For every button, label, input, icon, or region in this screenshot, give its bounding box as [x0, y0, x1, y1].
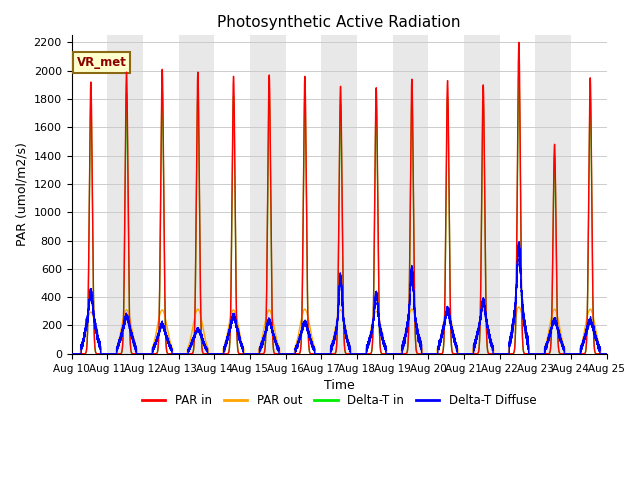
PAR out: [497, 351, 505, 357]
Y-axis label: PAR (umol/m2/s): PAR (umol/m2/s): [15, 143, 28, 247]
Delta-T Diffuse: [603, 351, 611, 357]
Bar: [464, 36, 500, 354]
Bar: [72, 36, 107, 354]
Line: PAR in: PAR in: [72, 42, 607, 354]
Delta-T Diffuse: [497, 351, 505, 357]
PAR out: [515, 304, 523, 310]
Bar: [321, 36, 357, 354]
Delta-T Diffuse: [409, 280, 417, 286]
PAR in: [603, 351, 611, 357]
Legend: PAR in, PAR out, Delta-T in, Delta-T Diffuse: PAR in, PAR out, Delta-T in, Delta-T Dif…: [137, 389, 541, 411]
PAR out: [484, 324, 492, 330]
PAR in: [68, 351, 76, 357]
PAR in: [515, 39, 523, 45]
Bar: [428, 36, 464, 354]
Delta-T in: [515, 68, 523, 73]
Bar: [392, 36, 428, 354]
PAR in: [409, 152, 417, 157]
Text: VR_met: VR_met: [77, 56, 127, 69]
PAR out: [603, 351, 611, 357]
Line: Delta-T in: Delta-T in: [72, 71, 607, 354]
Delta-T in: [497, 351, 505, 357]
Delta-T Diffuse: [484, 327, 492, 333]
Bar: [179, 36, 214, 354]
Delta-T in: [470, 351, 477, 357]
PAR out: [409, 308, 417, 313]
Delta-T in: [505, 351, 513, 357]
Bar: [357, 36, 392, 354]
PAR out: [68, 351, 76, 357]
PAR out: [470, 344, 477, 350]
PAR in: [505, 351, 513, 357]
Bar: [107, 36, 143, 354]
Bar: [535, 36, 571, 354]
PAR out: [505, 345, 513, 351]
Bar: [500, 36, 535, 354]
Delta-T Diffuse: [515, 239, 523, 245]
Delta-T in: [409, 166, 417, 172]
Bar: [214, 36, 250, 354]
Line: PAR out: PAR out: [72, 307, 607, 354]
PAR in: [470, 351, 477, 357]
Delta-T in: [68, 351, 76, 357]
Delta-T Diffuse: [505, 351, 513, 357]
PAR in: [497, 351, 505, 357]
X-axis label: Time: Time: [324, 379, 355, 392]
Delta-T Diffuse: [470, 345, 477, 351]
Bar: [285, 36, 321, 354]
Delta-T Diffuse: [68, 351, 76, 357]
Title: Photosynthetic Active Radiation: Photosynthetic Active Radiation: [218, 15, 461, 30]
Delta-T in: [95, 351, 103, 357]
Line: Delta-T Diffuse: Delta-T Diffuse: [72, 242, 607, 354]
Bar: [571, 36, 607, 354]
Delta-T in: [484, 350, 492, 356]
PAR in: [95, 351, 103, 357]
PAR in: [484, 350, 492, 356]
Delta-T Diffuse: [95, 340, 103, 346]
Delta-T in: [603, 351, 611, 357]
PAR out: [95, 342, 103, 348]
Bar: [143, 36, 179, 354]
Bar: [250, 36, 285, 354]
